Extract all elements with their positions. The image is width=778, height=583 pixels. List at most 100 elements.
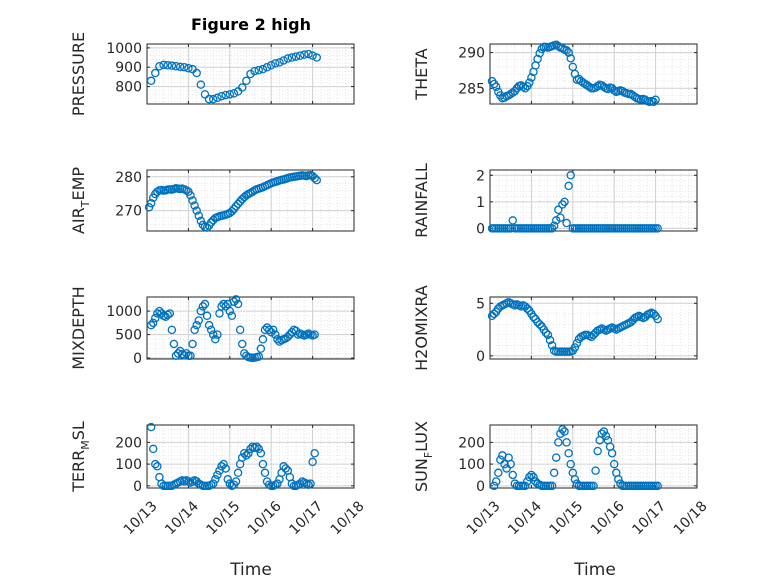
data-point <box>256 448 266 458</box>
data-point <box>260 468 270 478</box>
data-point <box>558 425 567 434</box>
y-tick-label: 0 <box>476 349 485 365</box>
data-point <box>208 330 218 339</box>
data-point <box>308 457 317 467</box>
data-point <box>649 309 658 319</box>
data-point <box>217 462 226 471</box>
data-point <box>607 448 617 458</box>
data-point <box>211 335 220 344</box>
data-point <box>167 61 177 70</box>
data-point <box>155 306 164 316</box>
y-tick-label: 2 <box>476 168 485 184</box>
y-tick-label: 100 <box>458 457 485 473</box>
y-tick-label: 1 <box>476 195 485 211</box>
data-point <box>196 80 206 89</box>
y-axis-label: PRESSURE <box>69 32 88 116</box>
data-point <box>609 86 619 95</box>
data-point <box>171 351 181 360</box>
data-point <box>489 481 499 491</box>
x-tick-label: 10/15 <box>204 498 244 538</box>
data-point <box>258 459 268 469</box>
data-point <box>609 459 619 469</box>
data-point <box>153 462 162 471</box>
data-point <box>566 171 575 180</box>
data-point <box>217 92 226 101</box>
data-point <box>599 82 609 92</box>
y-tick-label: 900 <box>115 60 142 76</box>
data-point <box>523 304 532 313</box>
axes-box <box>489 43 698 105</box>
data-point <box>163 61 172 70</box>
data-point <box>206 325 216 335</box>
data-point <box>570 343 580 352</box>
data-point <box>180 62 189 72</box>
data-point <box>597 429 607 438</box>
x-tick-label: 10/17 <box>286 498 326 538</box>
data-point <box>554 41 563 51</box>
data-point <box>231 202 241 211</box>
data-point <box>219 299 228 309</box>
data-point <box>547 224 557 233</box>
data-point <box>229 89 239 98</box>
y-axis-label: SUNFLUX <box>412 421 435 492</box>
data-point <box>151 459 160 469</box>
data-point <box>283 332 293 342</box>
data-point <box>242 191 251 200</box>
data-point <box>273 335 282 344</box>
data-point <box>211 475 220 484</box>
data-point <box>543 330 553 340</box>
data-point <box>310 448 319 458</box>
y-tick-label: 285 <box>458 81 485 97</box>
x-tick-label: 10/17 <box>629 498 669 538</box>
data-point <box>213 470 222 480</box>
data-point <box>279 56 288 65</box>
data-point <box>250 66 259 76</box>
data-point <box>287 53 297 62</box>
data-point <box>570 69 580 79</box>
data-point <box>508 216 518 225</box>
data-point <box>287 479 297 488</box>
data-point <box>312 53 321 62</box>
data-point <box>506 459 515 469</box>
data-point <box>244 448 253 458</box>
data-point <box>570 475 580 484</box>
data-point <box>641 95 650 104</box>
y-axis-label: TERRMSL <box>69 421 92 493</box>
data-point <box>208 94 218 104</box>
y-axis-label: RAINFALL <box>412 163 431 238</box>
data-point <box>614 475 623 484</box>
x-tick-label: 10/16 <box>245 498 285 538</box>
subplot-theta: 285 290 THETA <box>412 40 698 107</box>
y-tick-label: 200 <box>115 435 142 451</box>
data-point <box>593 81 602 91</box>
data-point <box>545 335 555 345</box>
figure-title: Figure 2 high <box>191 15 311 34</box>
data-point <box>300 50 309 59</box>
y-tick-label: 0 <box>476 221 485 237</box>
data-point <box>547 481 557 491</box>
x-tick-label: 10/16 <box>588 498 628 538</box>
data-point <box>291 52 301 61</box>
data-point <box>489 309 499 319</box>
data-point <box>165 309 175 318</box>
data-point <box>146 76 156 86</box>
data-point <box>204 320 214 330</box>
data-point <box>547 341 557 350</box>
data-point <box>196 306 206 316</box>
data-point <box>566 459 575 469</box>
data-point <box>500 459 509 469</box>
data-point <box>254 444 264 454</box>
data-point <box>520 481 530 491</box>
data-point <box>188 339 197 349</box>
data-point <box>304 49 313 59</box>
data-point <box>549 221 559 230</box>
data-point <box>256 344 266 353</box>
data-point <box>151 313 160 323</box>
data-point <box>182 349 191 358</box>
data-point <box>231 477 241 486</box>
x-tick-label: 10/18 <box>671 498 711 538</box>
y-tick-label: 200 <box>458 435 485 451</box>
y-tick-label: 100 <box>115 457 142 473</box>
data-point <box>601 431 611 441</box>
